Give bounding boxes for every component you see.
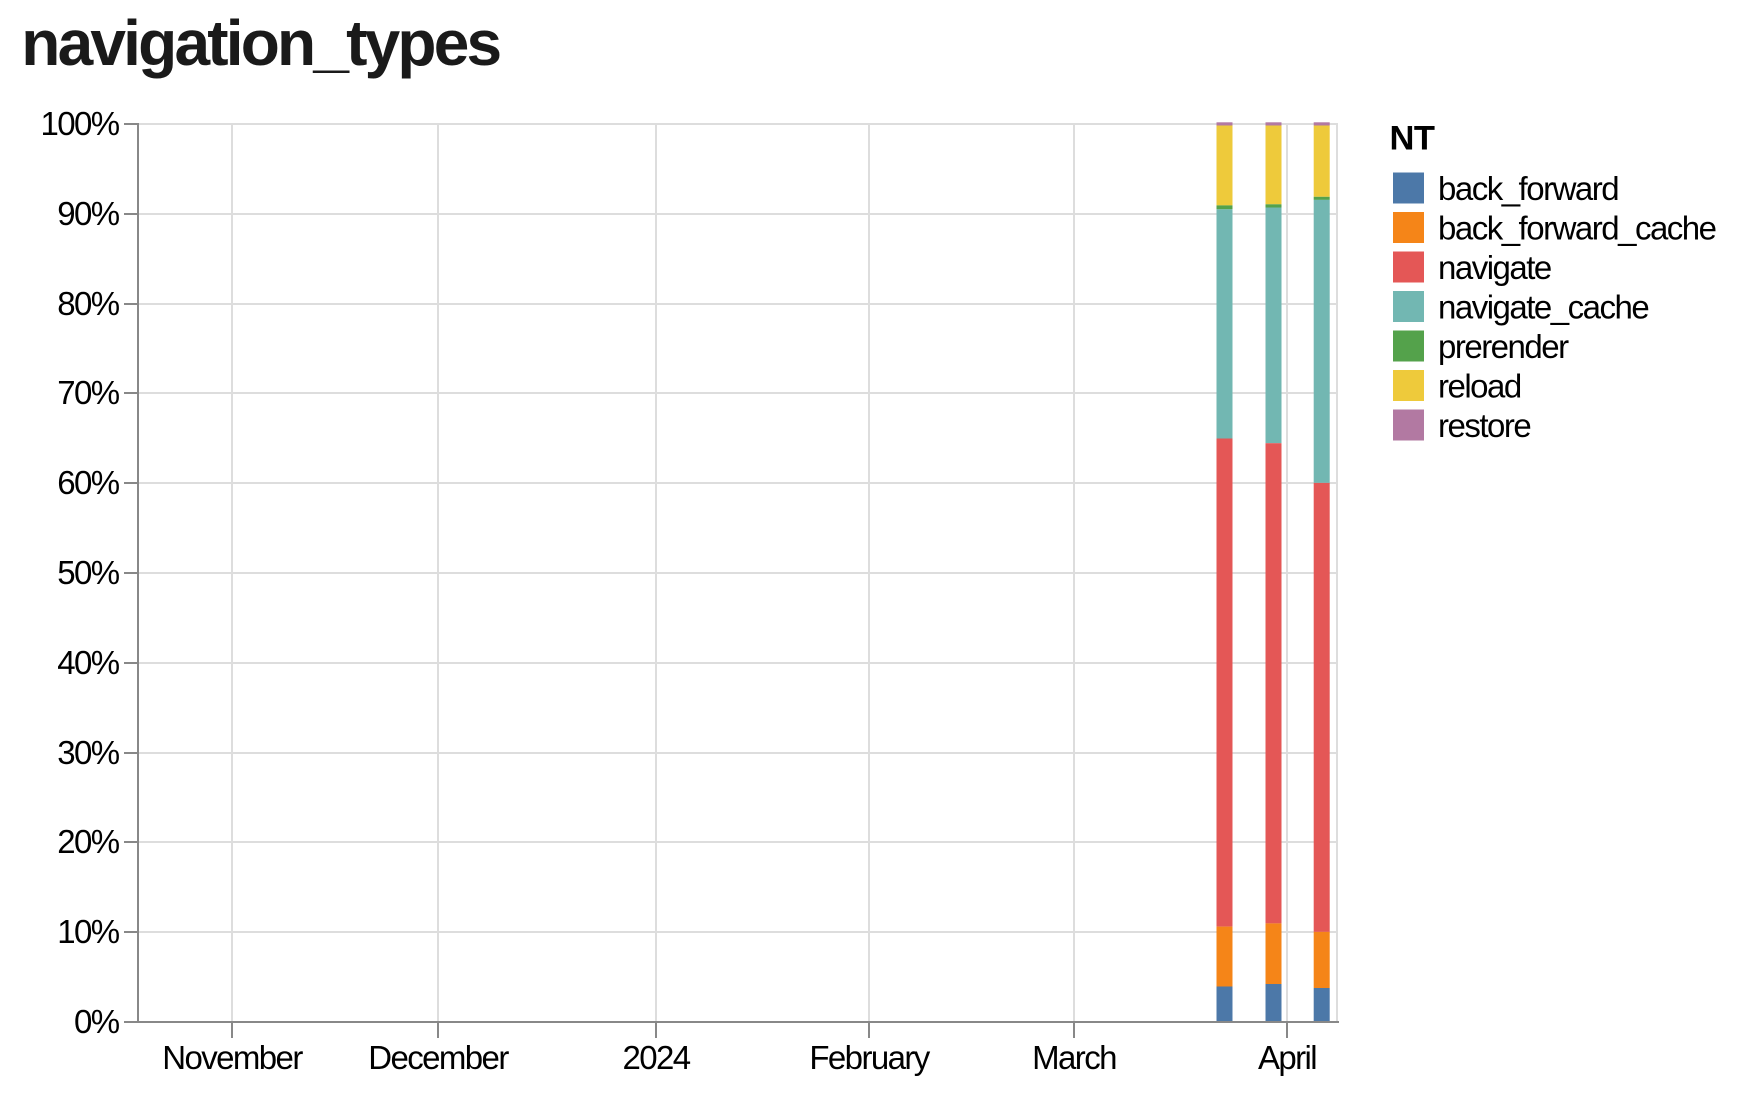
svg-text:navigation_types: navigation_types xyxy=(21,7,499,79)
svg-text:2024: 2024 xyxy=(622,1039,690,1076)
svg-text:40%: 40% xyxy=(57,644,120,681)
svg-text:November: November xyxy=(162,1039,303,1076)
svg-text:90%: 90% xyxy=(57,195,120,232)
svg-text:NT: NT xyxy=(1390,120,1435,158)
svg-text:February: February xyxy=(809,1039,930,1076)
svg-text:restore: restore xyxy=(1438,407,1530,444)
svg-text:reload: reload xyxy=(1438,368,1521,405)
svg-text:navigate_cache: navigate_cache xyxy=(1438,289,1648,326)
svg-text:80%: 80% xyxy=(57,285,120,322)
svg-text:prerender: prerender xyxy=(1438,328,1569,365)
svg-text:back_forward: back_forward xyxy=(1438,170,1618,207)
svg-text:60%: 60% xyxy=(57,464,120,501)
svg-text:30%: 30% xyxy=(57,734,120,771)
svg-text:70%: 70% xyxy=(57,374,120,411)
svg-text:10%: 10% xyxy=(57,913,120,950)
svg-text:50%: 50% xyxy=(57,554,120,591)
svg-text:navigate: navigate xyxy=(1438,249,1551,286)
svg-text:100%: 100% xyxy=(40,105,119,142)
svg-text:0%: 0% xyxy=(74,1003,120,1040)
svg-text:March: March xyxy=(1032,1039,1116,1076)
svg-text:April: April xyxy=(1258,1039,1316,1076)
svg-text:20%: 20% xyxy=(57,823,120,860)
svg-text:December: December xyxy=(368,1039,509,1076)
svg-text:back_forward_cache: back_forward_cache xyxy=(1438,210,1716,247)
